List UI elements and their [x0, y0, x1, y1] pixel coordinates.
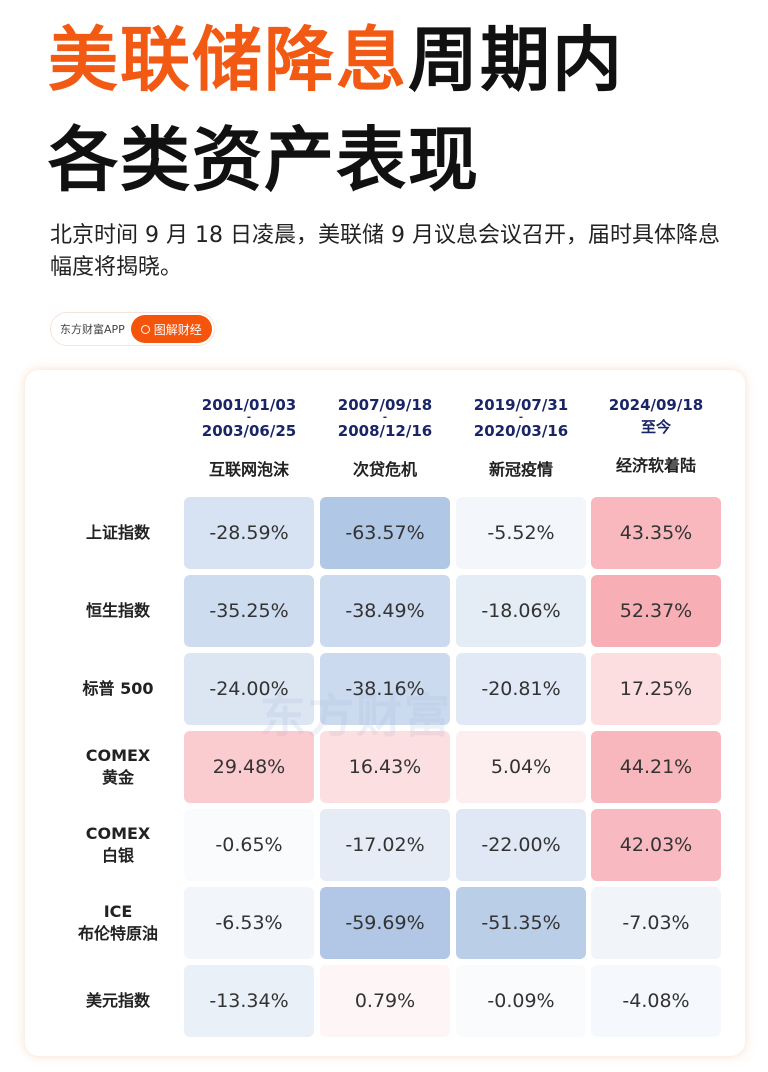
value-cell: -18.06%: [456, 575, 586, 647]
page-title-line-2: 各类资产表现: [48, 119, 480, 201]
period-name: 互联网泡沫: [208, 460, 289, 479]
tujie-caijing-button[interactable]: 图解财经: [130, 315, 212, 343]
row-label: COMEX 黄金: [45, 731, 191, 803]
value-cell: -6.53%: [184, 887, 314, 959]
row-label-line1: COMEX: [85, 746, 151, 765]
row-label: 恒生指数: [45, 575, 191, 647]
value-cell: -59.69%: [320, 887, 450, 959]
row-label-line1: 上证指数: [85, 523, 150, 542]
page-title-line-1: 美联储降息周期内: [48, 20, 624, 100]
row-label: 美元指数: [45, 965, 191, 1037]
value-cell: -63.57%: [320, 497, 450, 569]
row-label-line1: 标普 500: [82, 679, 154, 698]
value-cell: -51.35%: [456, 887, 586, 959]
value-cell: 29.48%: [184, 731, 314, 803]
value-cell: -4.08%: [591, 965, 721, 1037]
column-header: 2019/07/31-2020/03/16 新冠疫情: [454, 394, 588, 480]
watermark: 东方财富: [260, 689, 452, 743]
title-highlight: 美联储降息: [48, 19, 408, 101]
period-start: 2024/09/18: [608, 396, 704, 414]
period-name: 经济软着陆: [615, 456, 696, 475]
value-cell: -7.03%: [591, 887, 721, 959]
row-label-line1: 美元指数: [85, 991, 150, 1010]
value-cell: 42.03%: [591, 809, 721, 881]
period-dash: -: [382, 412, 388, 423]
value-cell: -38.16%: [320, 653, 450, 725]
value-cell: -5.52%: [456, 497, 586, 569]
value-cell: -17.02%: [320, 809, 450, 881]
value-cell: 0.79%: [320, 965, 450, 1037]
row-label-line1: 恒生指数: [85, 601, 150, 620]
value-cell: -35.25%: [184, 575, 314, 647]
row-label: ICE 布伦特原油: [45, 887, 191, 959]
period-start: 2001/01/03: [201, 396, 297, 414]
value-cell: 5.04%: [456, 731, 586, 803]
value-cell: 43.35%: [591, 497, 721, 569]
period-name: 新冠疫情: [488, 460, 553, 479]
search-icon: [140, 324, 150, 334]
period-end: 2020/03/16: [473, 422, 569, 440]
period-dash: -: [518, 412, 524, 423]
row-label-line1: COMEX: [85, 824, 151, 843]
period-start: 2019/07/31: [473, 396, 569, 414]
row-label: 标普 500: [45, 653, 191, 725]
value-cell: -0.09%: [456, 965, 586, 1037]
value-cell: -24.00%: [184, 653, 314, 725]
value-cell: -13.34%: [184, 965, 314, 1037]
period-dash: -: [246, 412, 252, 423]
period-name: 次贷危机: [352, 460, 417, 479]
row-label: 上证指数: [45, 497, 191, 569]
column-header: 2001/01/03-2003/06/25 互联网泡沫: [182, 394, 316, 480]
value-cell: 16.43%: [320, 731, 450, 803]
column-header: 2007/09/18-2008/12/16 次贷危机: [318, 394, 452, 480]
column-header: 2024/09/18 至今经济软着陆: [589, 394, 723, 476]
value-cell: -0.65%: [184, 809, 314, 881]
asset-performance-table: 东方财富 2001/01/03-2003/06/25 互联网泡沫 2007/09/1…: [25, 370, 745, 1056]
value-cell: -38.49%: [320, 575, 450, 647]
value-cell: -22.00%: [456, 809, 586, 881]
row-label-line2: 黄金: [101, 768, 134, 787]
period-start: 2007/09/18: [337, 396, 433, 414]
source-tag: 东方财富APP 图解财经: [50, 312, 215, 346]
subtitle: 北京时间 9 月 18 日凌晨，美联储 9 月议息会议召开，届时具体降息幅度将揭…: [50, 223, 720, 280]
value-cell: -20.81%: [456, 653, 586, 725]
period-end: 至今: [640, 418, 671, 436]
row-label-line2: 白银: [101, 846, 134, 865]
value-cell: 44.21%: [591, 731, 721, 803]
row-label-line1: ICE: [103, 902, 133, 921]
source-label: 东方财富APP: [60, 323, 125, 336]
row-label: COMEX 白银: [45, 809, 191, 881]
period-end: 2003/06/25: [201, 422, 297, 440]
button-label: 图解财经: [153, 322, 202, 337]
row-label-line2: 布伦特原油: [77, 924, 158, 943]
value-cell: 52.37%: [591, 575, 721, 647]
value-cell: -28.59%: [184, 497, 314, 569]
value-cell: 17.25%: [591, 653, 721, 725]
title-rest: 周期内: [408, 19, 624, 101]
period-end: 2008/12/16: [337, 422, 433, 440]
